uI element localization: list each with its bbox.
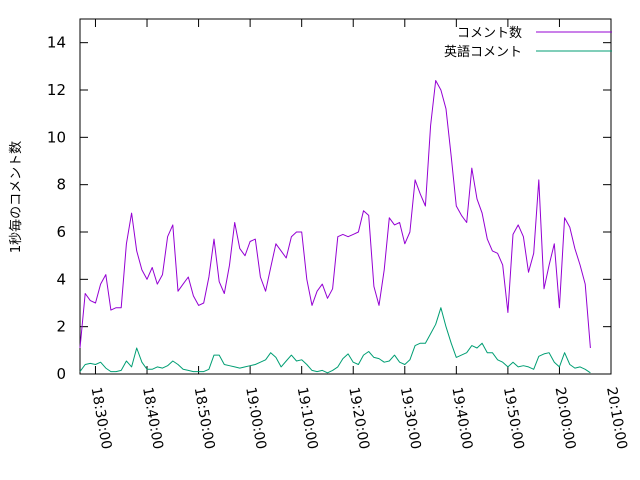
series-lines — [79, 80, 591, 374]
x-tick-label: 19:20:00 — [345, 386, 372, 451]
y-axis-tick-labels: 0 2 4 6 8 10 12 14 — [47, 34, 66, 383]
y-tick-label: 12 — [47, 81, 66, 99]
y-axis-label: 1秒毎のコメント数 — [8, 141, 24, 253]
plot-area-border — [79, 18, 612, 375]
x-tick-label: 20:00:00 — [552, 386, 579, 451]
x-tick-label: 19:10:00 — [294, 386, 321, 451]
x-tick-label: 19:00:00 — [242, 386, 269, 451]
y-tick-label: 8 — [56, 176, 66, 194]
legend-label: 英語コメント — [444, 44, 522, 60]
tick-marks — [80, 19, 612, 375]
x-tick-label: 20:10:00 — [603, 386, 630, 451]
x-axis-tick-labels: 18:30:00 18:40:00 18:50:00 19:00:00 19:10:00… — [88, 386, 630, 451]
y-tick-label: 0 — [56, 365, 66, 383]
y-tick-label: 6 — [56, 223, 66, 241]
x-tick-label: 19:40:00 — [448, 386, 475, 451]
y-tick-label: 10 — [47, 128, 66, 146]
x-tick-label: 19:30:00 — [397, 386, 424, 451]
series-line-0 — [79, 80, 591, 349]
y-tick-label: 14 — [47, 34, 66, 52]
x-tick-label: 18:50:00 — [191, 386, 218, 451]
legend-label: コメント数 — [457, 26, 522, 41]
y-tick-label: 4 — [56, 270, 66, 288]
x-tick-label: 18:30:00 — [88, 386, 115, 451]
y-tick-label: 2 — [56, 318, 66, 336]
series-line-1 — [79, 307, 591, 374]
x-tick-label: 18:40:00 — [139, 386, 166, 451]
x-tick-label: 19:50:00 — [500, 386, 527, 451]
